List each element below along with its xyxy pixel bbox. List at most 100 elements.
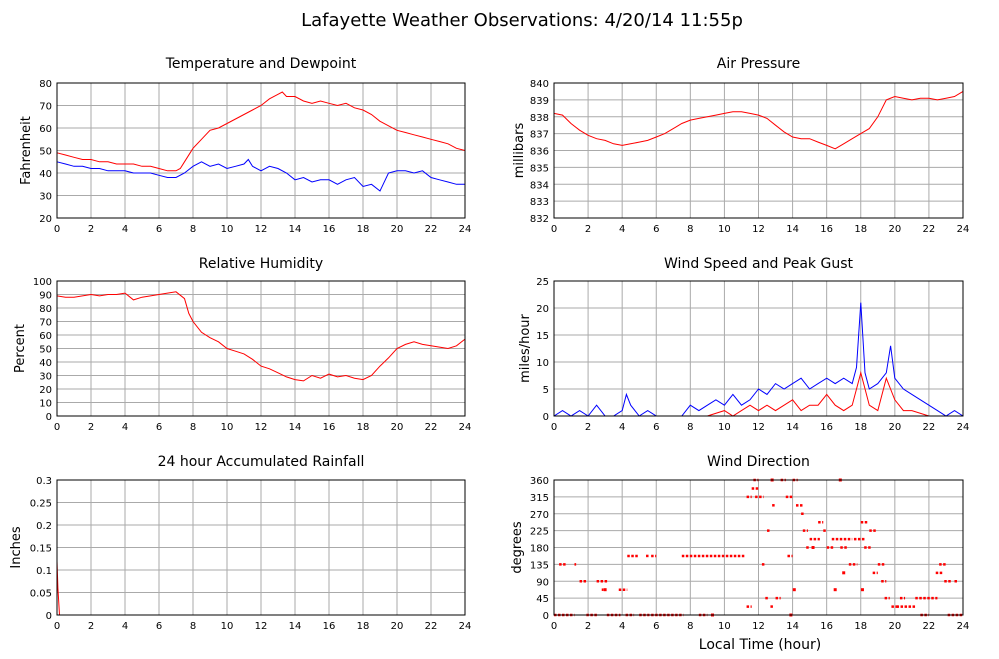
x-tick-label: 20: [888, 422, 901, 433]
x-tick-label: 10: [221, 621, 234, 632]
x-tick-label: 20: [391, 621, 404, 632]
y-tick-label: 5: [543, 385, 549, 396]
x-tick-label: 10: [221, 422, 234, 433]
x-tick-label: 24: [957, 621, 970, 632]
x-tick-label: 10: [718, 422, 731, 433]
series-line-0: [56, 291, 466, 382]
x-tick-label: 12: [255, 422, 268, 433]
x-tick-label: 18: [854, 621, 867, 632]
y-tick-label: 0.3: [36, 476, 52, 487]
x-axis-label: Local Time (hour): [699, 637, 821, 653]
x-tick-label: 12: [752, 621, 765, 632]
x-tick-label: 12: [752, 422, 765, 433]
y-tick-label: 0: [543, 412, 549, 423]
x-tick-label: 8: [687, 621, 693, 632]
y-tick-label: 50: [39, 147, 52, 158]
x-tick-label: 14: [786, 224, 799, 235]
x-tick-label: 24: [459, 224, 472, 235]
y-tick-label: 0.25: [30, 499, 52, 510]
x-tick-label: 24: [957, 224, 970, 235]
x-tick-label: 2: [585, 422, 591, 433]
y-tick-label: 10: [536, 358, 549, 369]
x-tick-label: 18: [357, 422, 370, 433]
y-tick-label: 837: [530, 130, 549, 141]
y-tick-label: 0: [46, 412, 52, 423]
y-tick-label: 70: [39, 102, 52, 113]
y-tick-label: 80: [39, 304, 52, 315]
x-tick-label: 6: [653, 422, 659, 433]
x-tick-label: 4: [619, 422, 625, 433]
y-tick-label: 70: [39, 318, 52, 329]
y-tick-label: 30: [39, 372, 52, 383]
x-tick-label: 2: [88, 621, 94, 632]
y-tick-label: 270: [530, 510, 549, 521]
x-tick-label: 16: [820, 422, 833, 433]
x-tick-label: 22: [425, 422, 438, 433]
x-tick-label: 4: [122, 224, 128, 235]
y-axis-label: Percent: [13, 324, 28, 373]
y-axis-label: miles/hour: [518, 313, 533, 382]
x-tick-label: 22: [923, 621, 936, 632]
y-tick-label: 10: [39, 399, 52, 410]
x-tick-label: 4: [619, 224, 625, 235]
y-tick-label: 0: [543, 611, 549, 622]
x-tick-label: 8: [687, 422, 693, 433]
chart-title: 24 hour Accumulated Rainfall: [158, 454, 365, 470]
x-tick-label: 6: [156, 621, 162, 632]
y-tick-label: 135: [530, 560, 549, 571]
y-tick-label: 90: [39, 291, 52, 302]
plot-frame: [553, 280, 964, 417]
y-tick-label: 40: [39, 169, 52, 180]
y-tick-label: 80: [39, 79, 52, 90]
x-tick-label: 10: [718, 621, 731, 632]
chart-title: Temperature and Dewpoint: [165, 56, 357, 72]
chart-title: Relative Humidity: [199, 256, 323, 272]
x-tick-label: 2: [585, 621, 591, 632]
x-tick-label: 2: [88, 224, 94, 235]
chart-title: Wind Direction: [707, 454, 810, 470]
y-tick-label: 835: [530, 163, 549, 174]
x-tick-label: 22: [425, 621, 438, 632]
x-tick-label: 2: [88, 422, 94, 433]
y-tick-label: 0.1: [36, 566, 52, 577]
y-tick-label: 90: [536, 577, 549, 588]
x-tick-label: 0: [54, 621, 60, 632]
x-tick-label: 2: [585, 224, 591, 235]
y-tick-label: 60: [39, 124, 52, 135]
x-tick-label: 6: [156, 422, 162, 433]
x-tick-label: 0: [54, 224, 60, 235]
direction-point: [833, 588, 837, 592]
y-tick-label: 839: [530, 96, 549, 107]
y-tick-label: 20: [39, 214, 52, 225]
x-tick-label: 6: [653, 224, 659, 235]
y-tick-label: 315: [530, 493, 549, 504]
x-tick-label: 14: [289, 422, 302, 433]
x-tick-label: 4: [122, 422, 128, 433]
x-tick-label: 10: [221, 224, 234, 235]
x-tick-label: 6: [156, 224, 162, 235]
y-tick-label: 0: [46, 611, 52, 622]
plot-frame: [56, 82, 466, 219]
x-tick-label: 24: [459, 422, 472, 433]
x-tick-label: 12: [255, 621, 268, 632]
direction-point: [811, 546, 815, 549]
x-tick-label: 22: [923, 224, 936, 235]
y-tick-label: 45: [536, 594, 549, 605]
x-tick-label: 12: [752, 224, 765, 235]
x-tick-label: 4: [122, 621, 128, 632]
y-axis-label: Inches: [9, 526, 24, 568]
y-axis-label: Fahrenheit: [19, 116, 34, 185]
x-tick-label: 18: [854, 422, 867, 433]
x-tick-label: 6: [653, 621, 659, 632]
plot-frame: [56, 280, 466, 417]
x-tick-label: 20: [391, 224, 404, 235]
y-tick-label: 40: [39, 358, 52, 369]
y-tick-label: 25: [536, 277, 549, 288]
x-tick-label: 20: [391, 422, 404, 433]
x-tick-label: 22: [923, 422, 936, 433]
x-tick-label: 0: [551, 621, 557, 632]
y-tick-label: 834: [530, 180, 549, 191]
